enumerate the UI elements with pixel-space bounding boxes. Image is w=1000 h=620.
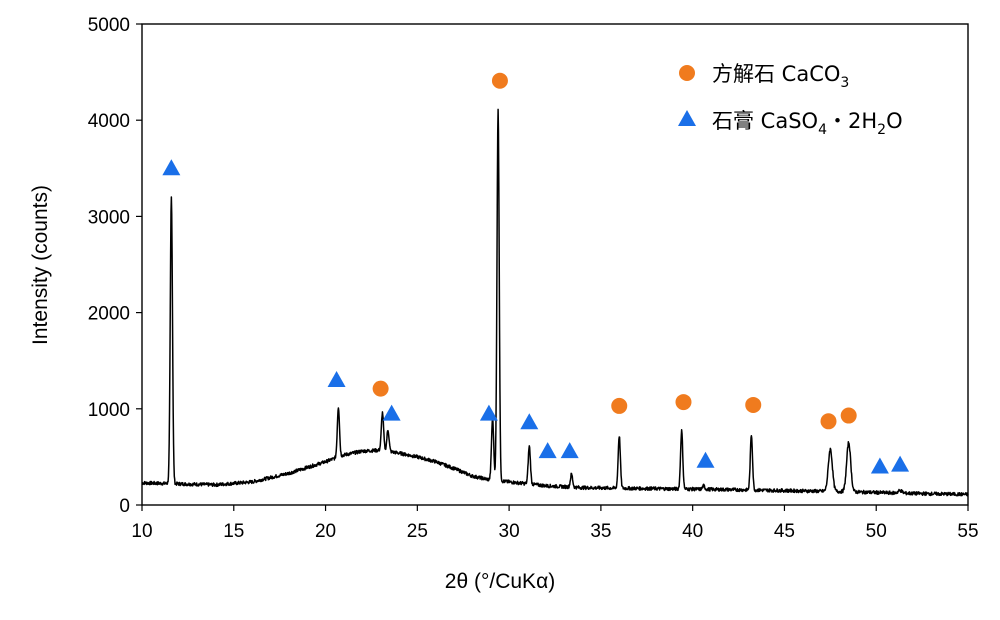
calcite-marker [840,407,857,424]
gypsum-marker [162,159,181,176]
y-tick-label: 3000 [88,207,130,228]
calcite-marker [745,396,762,413]
axes: 10 15 20 25 30 35 40 45 50 55 0 1000 2000 3000 4000 500… [88,15,979,542]
calcite-marker [611,397,628,414]
x-tick-label: 55 [957,521,978,542]
x-tick-label: 25 [407,521,428,542]
gypsum-marker [327,370,346,387]
legend-gypsum-marker [678,110,696,126]
legend-calcite-marker [679,65,695,81]
calcite-marker [491,72,508,89]
plot-frame [141,23,969,506]
y-tick-label: 1000 [88,400,130,421]
y-tick-label: 4000 [88,111,130,132]
x-tick-label: 15 [223,521,244,542]
legend: 方解石 CaCO3 石膏 CaSO4・2H2O [678,62,903,138]
gypsum-marker [891,455,910,472]
y-tick-label: 0 [119,496,130,517]
y-tick-label: 2000 [88,304,130,325]
legend-gypsum-label: 石膏 CaSO4・2H2O [712,109,903,138]
gypsum-marker [538,442,557,459]
x-tick-label: 35 [590,521,611,542]
calcite-marker [675,394,692,411]
x-tick-label: 30 [499,521,520,542]
y-axis-title: Intensity (counts) [29,185,52,345]
x-axis-title: 2θ (°/CuKα) [445,570,555,593]
x-tick-label: 45 [774,521,795,542]
gypsum-marker [870,457,889,474]
x-tick-label: 40 [682,521,703,542]
y-tick-label: 5000 [88,15,130,36]
calcite-marker [820,413,837,430]
gypsum-marker [696,451,715,468]
calcite-marker [372,380,389,397]
gypsum-marker [560,442,579,459]
gypsum-marker [479,404,498,421]
gypsum-marker [520,413,539,430]
x-tick-label: 20 [315,521,336,542]
legend-calcite-label: 方解石 CaCO3 [712,62,849,91]
x-tick-label: 10 [131,521,152,542]
xrd-pattern-line [141,108,969,497]
gypsum-marker [382,404,401,421]
plot-area [141,72,969,497]
x-tick-label: 50 [866,521,887,542]
